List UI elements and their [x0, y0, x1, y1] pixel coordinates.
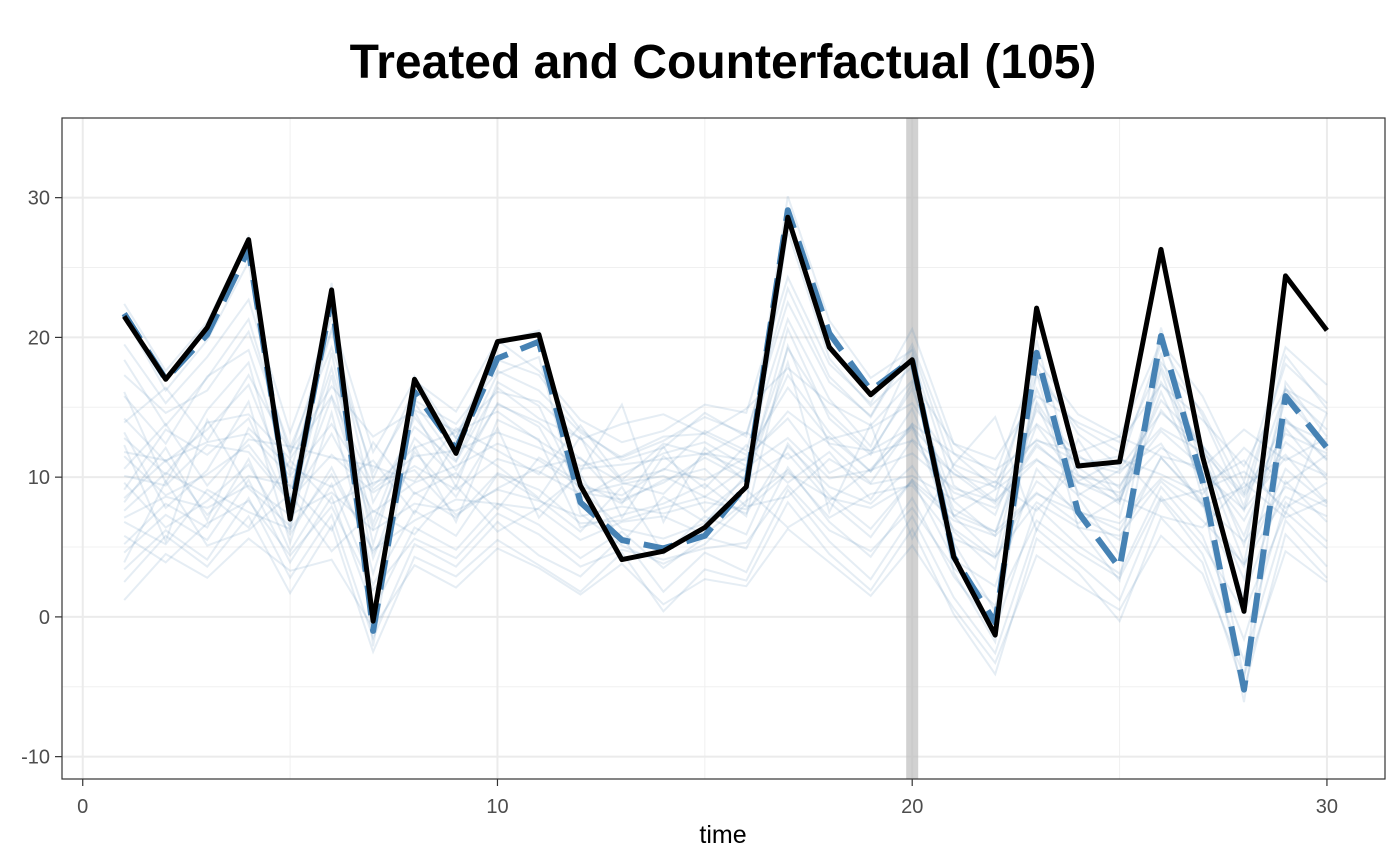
- control-unit-line: [123, 326, 1328, 566]
- control-unit-line: [123, 441, 1328, 599]
- control-unit-line: [123, 455, 1328, 529]
- treatment-time-line: [906, 118, 919, 779]
- control-unit-line: [123, 426, 1328, 533]
- control-unit-line: [124, 410, 1328, 499]
- control-unit-line: [123, 373, 1328, 539]
- control-unit-line: [123, 417, 1328, 523]
- control-unit-line: [123, 483, 1328, 615]
- y-tick-label: 30: [28, 188, 50, 210]
- control-unit-line: [123, 436, 1328, 511]
- chart-title: Treated and Counterfactual (105): [350, 36, 1097, 89]
- control-unit-line: [123, 385, 1328, 496]
- y-tick-label: -10: [21, 747, 50, 769]
- control-unit-line: [123, 426, 1328, 523]
- y-tick-label: 10: [28, 467, 50, 489]
- x-axis-title: time: [699, 821, 746, 849]
- x-axis: 0 10 20 30: [77, 779, 1338, 818]
- x-tick-label: 0: [77, 796, 88, 818]
- control-unit-line: [123, 359, 1328, 562]
- control-unit-line: [123, 468, 1328, 566]
- control-unit-line: [123, 422, 1328, 488]
- y-axis: -10 0 10 20 30: [21, 188, 62, 769]
- control-unit-line: [123, 500, 1328, 694]
- control-unit-line: [123, 465, 1328, 643]
- control-unit-line: [123, 342, 1328, 583]
- plot-border: [61, 117, 1386, 780]
- y-tick-label: 20: [28, 327, 50, 349]
- control-unit-line: [123, 316, 1328, 517]
- control-unit-line: [123, 346, 1328, 549]
- control-unit-line: [123, 487, 1328, 664]
- x-tick-label: 30: [1316, 796, 1338, 818]
- y-tick-label: 0: [39, 607, 50, 629]
- plot-panel: [62, 118, 1385, 779]
- control-unit-line: [123, 527, 1328, 679]
- treated-line: [122, 214, 1329, 638]
- x-tick-label: 10: [486, 796, 508, 818]
- x-tick-label: 20: [901, 796, 923, 818]
